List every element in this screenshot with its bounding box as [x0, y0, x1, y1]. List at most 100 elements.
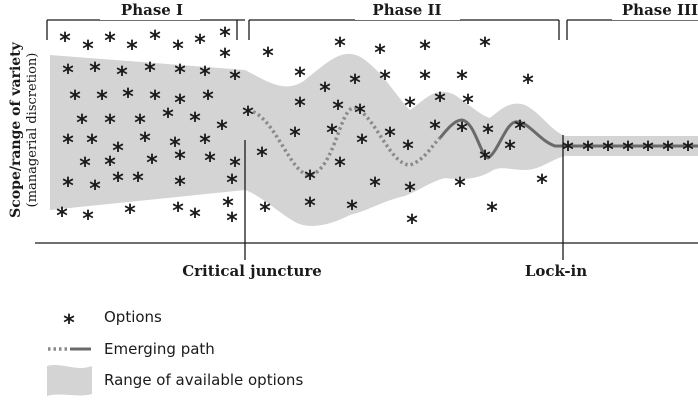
option-star: * — [124, 201, 136, 226]
option-star: * — [304, 167, 316, 192]
option-star: * — [86, 131, 98, 156]
option-star: * — [262, 44, 274, 69]
option-star: * — [454, 174, 466, 199]
option-star: * — [662, 138, 674, 163]
option-star: * — [172, 37, 184, 62]
option-star: * — [242, 103, 254, 128]
option-star: * — [82, 207, 94, 232]
option-star: * — [456, 67, 468, 92]
option-star: * — [334, 154, 346, 179]
option-star: * — [189, 205, 201, 230]
option-star: * — [149, 27, 161, 52]
option-star: * — [419, 37, 431, 62]
option-star: * — [356, 131, 368, 156]
option-star: * — [642, 138, 654, 163]
range-band — [50, 53, 698, 226]
option-star: * — [354, 101, 366, 126]
option-star: * — [379, 67, 391, 92]
option-star: * — [349, 71, 361, 96]
emerging-path-solid — [438, 118, 698, 160]
legend-range-label: Range of available options — [104, 371, 303, 389]
option-star: * — [404, 94, 416, 119]
option-star: * — [326, 121, 338, 146]
option-star: * — [174, 147, 186, 172]
option-star: * — [62, 61, 74, 86]
option-star: * — [194, 31, 206, 56]
option-star: * — [149, 87, 161, 112]
option-star: * — [462, 91, 474, 116]
option-star: * — [434, 89, 446, 114]
option-star: * — [169, 134, 181, 159]
option-star: * — [126, 37, 138, 62]
option-star: * — [174, 61, 186, 86]
option-star: * — [174, 91, 186, 116]
phase-i-label: Phase I — [121, 1, 183, 19]
option-star: * — [479, 147, 491, 172]
option-star: * — [172, 199, 184, 224]
option-star: * — [162, 105, 174, 130]
option-star: * — [482, 121, 494, 146]
option-star: * — [144, 59, 156, 84]
y-axis-label: Scope/range of variety — [8, 41, 24, 217]
option-star: * — [332, 97, 344, 122]
option-star: * — [384, 124, 396, 149]
option-star: * — [486, 199, 498, 224]
option-star: * — [226, 171, 238, 196]
option-star: * — [402, 137, 414, 162]
option-star: * — [104, 153, 116, 178]
option-star: * — [562, 138, 574, 163]
option-star: * — [522, 71, 534, 96]
option-star: * — [139, 129, 151, 154]
option-star: * — [132, 169, 144, 194]
option-star: * — [406, 211, 418, 236]
option-star: * — [369, 174, 381, 199]
legend-range-icon — [47, 365, 92, 396]
option-star: * — [536, 171, 548, 196]
option-star: * — [104, 111, 116, 136]
option-star: * — [76, 111, 88, 136]
option-star: * — [374, 41, 386, 66]
option-star: * — [346, 197, 358, 222]
option-star: * — [226, 209, 238, 234]
option-star: * — [319, 79, 331, 104]
option-star: * — [174, 173, 186, 198]
phase-ii-label: Phase II — [372, 1, 441, 19]
option-star: * — [89, 59, 101, 84]
phase-iii-label: Phase III — [622, 1, 698, 19]
option-star: * — [116, 63, 128, 88]
option-star: * — [602, 138, 614, 163]
option-star: * — [229, 154, 241, 179]
option-star: * — [479, 34, 491, 59]
option-star: * — [104, 29, 116, 54]
option-star: * — [622, 138, 634, 163]
option-star: * — [419, 67, 431, 92]
option-star: * — [259, 199, 271, 224]
option-star: * — [219, 24, 231, 49]
emerging-path-dotted — [247, 106, 442, 177]
option-star: * — [304, 194, 316, 219]
option-star: * — [112, 139, 124, 164]
option-star: * — [199, 63, 211, 88]
option-star: * — [199, 131, 211, 156]
option-star: * — [289, 124, 301, 149]
option-stars: * * * * * * * * * * * * * * * * * * * * * * * * * * * * * * * * * * * * * * * *… — [56, 24, 694, 236]
option-star: * — [122, 85, 134, 110]
option-star: * — [222, 194, 234, 219]
option-star: * — [79, 154, 91, 179]
phase-axis — [46, 19, 698, 40]
legend-options-label: Options — [104, 308, 162, 326]
option-star: * — [404, 179, 416, 204]
legend: * Options Emerging path Range of availab… — [47, 308, 303, 396]
option-star: * — [82, 37, 94, 62]
y-axis-sublabel: (managerial discretion) — [25, 53, 40, 208]
option-star: * — [456, 119, 468, 144]
option-star: * — [59, 29, 71, 54]
option-star: * — [256, 144, 268, 169]
critical-juncture-label: Critical juncture — [182, 262, 322, 280]
option-star: * — [202, 87, 214, 112]
option-star: * — [219, 45, 231, 70]
option-star: * — [429, 117, 441, 142]
option-star: * — [294, 64, 306, 89]
option-star: * — [62, 174, 74, 199]
